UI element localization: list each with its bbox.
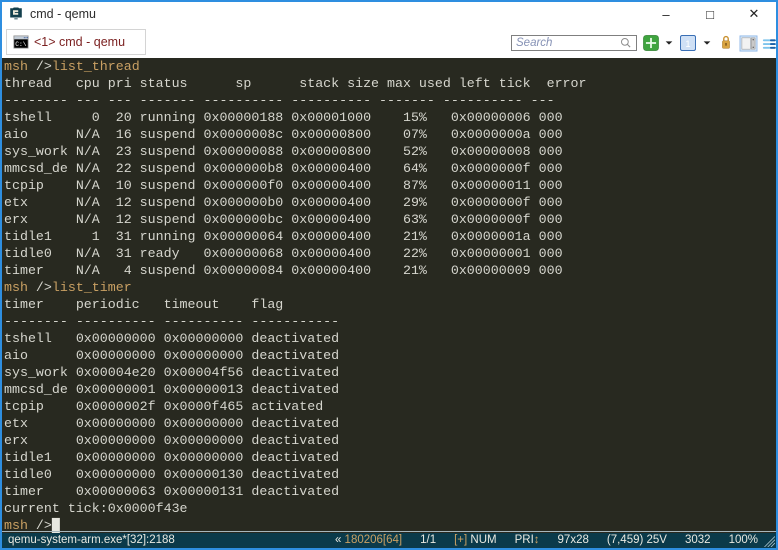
svg-text:1: 1 xyxy=(685,39,690,49)
svg-text:C:\: C:\ xyxy=(15,41,27,48)
